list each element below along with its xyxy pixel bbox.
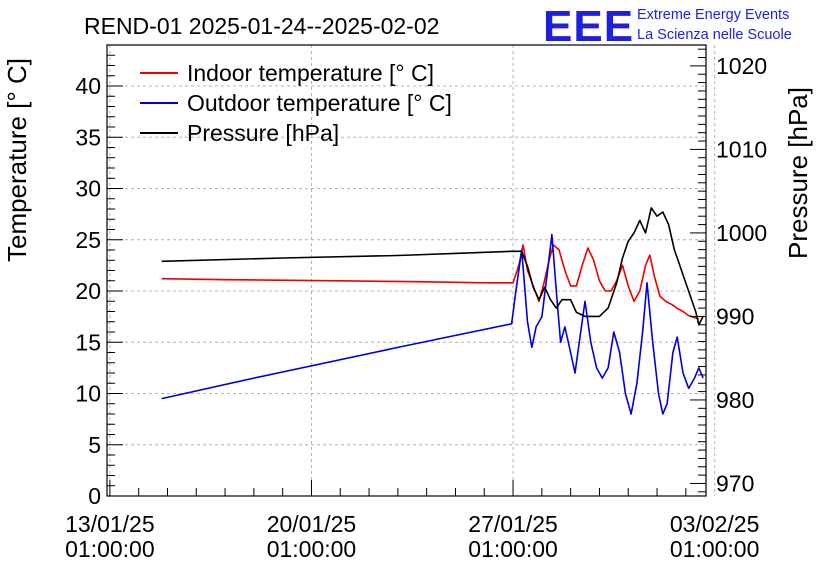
- series-line-2: [161, 207, 704, 326]
- left-axis-tick-label: 35: [75, 124, 101, 150]
- x-axis-tick-label-time: 01:00:00: [65, 536, 155, 562]
- series-line-1: [161, 233, 704, 415]
- y-axis-title-left: Temperature [° C]: [2, 58, 32, 262]
- legend-label-1: Outdoor temperature [° C]: [187, 90, 452, 116]
- left-axis-tick-label: 30: [75, 176, 101, 202]
- right-axis-tick-label: 990: [716, 303, 754, 329]
- series-line-0: [161, 244, 699, 320]
- x-axis-tick-label-time: 01:00:00: [267, 536, 357, 562]
- legend: Indoor temperature [° C] Outdoor temperat…: [140, 60, 452, 146]
- x-axis-tick-label-date: 13/01/25: [65, 511, 155, 537]
- right-axis: 970 980 990 1000 1010 1020: [690, 48, 767, 496]
- y-axis-title-right: Pressure [hPa]: [783, 87, 813, 259]
- left-axis-tick-label: 25: [75, 227, 101, 253]
- left-axis-tick-label: 15: [75, 329, 101, 355]
- left-axis-tick-label: 40: [75, 73, 101, 99]
- series-lines: [161, 207, 704, 415]
- x-axis: 13/01/2501:00:0020/01/2501:00:0027/01/25…: [65, 480, 759, 562]
- x-axis-tick-label-date: 20/01/25: [267, 511, 357, 537]
- left-axis-tick-label: 0: [88, 483, 101, 509]
- x-axis-tick-label-date: 03/02/25: [670, 511, 760, 537]
- right-axis-tick-label: 1020: [716, 53, 767, 79]
- legend-label-2: Pressure [hPa]: [187, 120, 339, 146]
- legend-label-0: Indoor temperature [° C]: [187, 60, 434, 86]
- right-axis-tick-label: 1010: [716, 136, 767, 162]
- logo-line-2: La Scienza nelle Scuole: [637, 27, 792, 43]
- left-axis-tick-label: 20: [75, 278, 101, 304]
- left-axis-tick-label: 5: [88, 432, 101, 458]
- left-axis: 0 5 10 15 20 25 30 35 40: [75, 44, 123, 509]
- x-axis-tick-label-time: 01:00:00: [670, 536, 760, 562]
- right-axis-tick-label: 970: [716, 470, 754, 496]
- right-axis-tick-label: 1000: [716, 220, 767, 246]
- title: REND-01 2025-01-24--2025-02-02: [84, 13, 439, 39]
- x-axis-tick-label-time: 01:00:00: [468, 536, 558, 562]
- eee-logo: EEE Extreme Energy Events La Scienza nel…: [543, 2, 792, 51]
- chart-title: REND-01 2025-01-24--2025-02-02: [84, 13, 439, 39]
- right-axis-tick-label: 980: [716, 387, 754, 413]
- x-axis-tick-label-date: 27/01/25: [468, 511, 558, 537]
- left-axis-tick-label: 10: [75, 381, 101, 407]
- logo-mark: EEE: [543, 2, 634, 51]
- logo-line-1: Extreme Energy Events: [637, 7, 789, 23]
